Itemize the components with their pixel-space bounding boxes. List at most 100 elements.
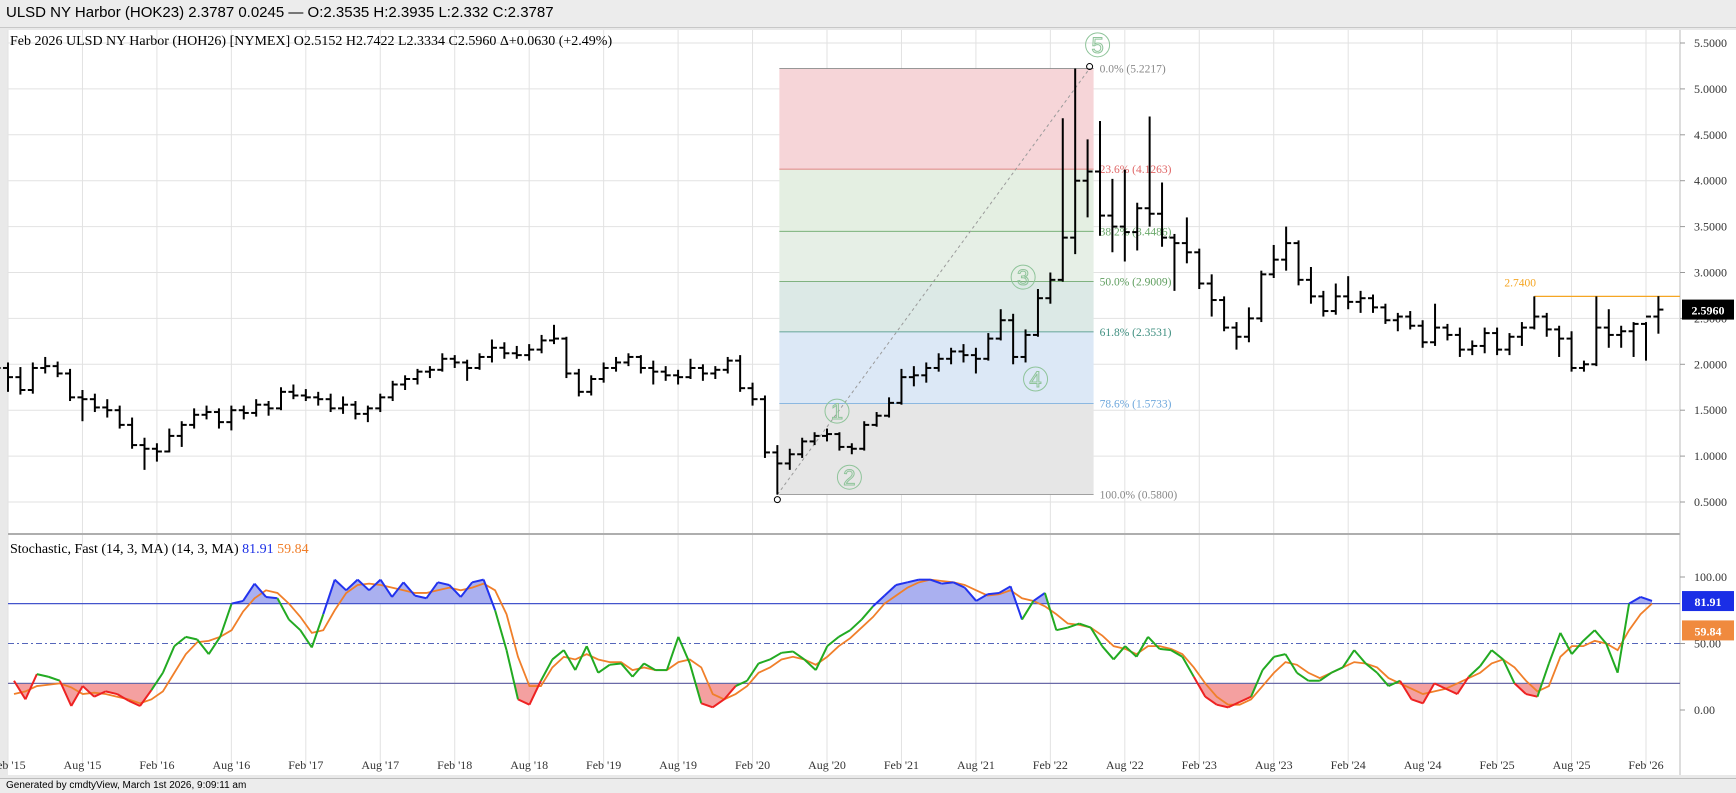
stoch-k-segment <box>1089 627 1104 647</box>
ohlc-bar <box>995 309 1006 341</box>
stoch-k-segment <box>128 699 141 707</box>
ohlc-bar <box>710 366 721 379</box>
stoch-k-segment <box>1170 649 1183 658</box>
stoch-k-segment <box>735 679 748 687</box>
ohlc-bar <box>1157 182 1168 247</box>
ohlc-bar <box>511 345 522 359</box>
price-chart[interactable]: Feb '15 Aug '15 Feb '16 Aug '16 Feb '17 Aug '… <box>0 28 1736 778</box>
stoch-k-segment <box>1502 659 1516 684</box>
stoch-k-segment <box>952 581 966 589</box>
stoch-k-segment <box>826 636 840 647</box>
ohlc-bar <box>486 339 497 363</box>
stoch-k-segment <box>1204 695 1218 706</box>
ohlc-bar <box>1392 312 1403 332</box>
ohlc-bar <box>958 344 969 363</box>
ohlc-bar <box>1206 274 1217 317</box>
ohlc-bar <box>822 428 832 442</box>
stoch-k-segment <box>1250 669 1264 698</box>
stoch-k-segment <box>1547 632 1562 664</box>
ohlc-bar <box>871 412 882 427</box>
ohlc-bar <box>635 355 646 374</box>
stoch-y-tick-label: 0.00 <box>1694 703 1715 717</box>
ohlc-bar <box>213 408 224 429</box>
ohlc-bar <box>1405 311 1416 330</box>
fib-zone <box>779 68 1094 170</box>
stoch-k-segment <box>1456 676 1470 695</box>
stoch-k-segment <box>1009 585 1023 620</box>
stoch-k-segment <box>1021 600 1035 621</box>
ohlc-bar <box>685 358 696 379</box>
stoch-k-segment <box>161 645 176 674</box>
stoch-d-last-box <box>1682 620 1734 641</box>
ohlc-bar <box>238 405 249 420</box>
stoch-k-segment <box>58 680 73 707</box>
wave-label: 2 <box>843 465 855 490</box>
stoch-k-segment <box>448 584 462 598</box>
fib-level-label: 61.8% (2.3531) <box>1100 327 1172 339</box>
ohlc-bar <box>15 367 26 395</box>
stoch-d-line <box>13 578 1653 706</box>
y-tick-label: 4.0000 <box>1694 174 1727 188</box>
stoch-k-segment <box>1101 645 1115 661</box>
x-tick-label: Feb '23 <box>1182 758 1217 772</box>
stoch-k-segment <box>872 594 886 607</box>
ohlc-bar <box>1454 327 1465 357</box>
stoch-k-segment <box>781 650 794 654</box>
ohlc-bar <box>1330 283 1341 315</box>
ohlc-bar <box>276 387 286 411</box>
ohlc-bar <box>251 399 262 417</box>
stoch-k-segment <box>895 581 908 586</box>
ohlc-bar <box>1430 303 1441 346</box>
stoch-k-segment <box>849 618 863 631</box>
ohlc-bar <box>747 382 758 406</box>
y-tick-label: 2.0000 <box>1694 357 1727 371</box>
ohlc-bar <box>1368 294 1378 313</box>
fib-zone <box>779 169 1094 232</box>
ohlc-bar <box>1516 322 1527 346</box>
fib-trendline <box>776 68 1090 495</box>
ohlc-bar <box>114 405 125 429</box>
stoch-k-segment <box>1582 629 1596 642</box>
stoch-k-segment <box>1388 679 1401 687</box>
stoch-k-segment <box>1411 698 1424 705</box>
fib-zone <box>779 231 1094 282</box>
ohlc-bar <box>524 344 535 361</box>
ohlc-bar <box>1169 233 1180 291</box>
stoch-k-segment <box>860 605 874 621</box>
y-tick-label: 0.5000 <box>1694 495 1727 509</box>
stoch-k-segment <box>196 638 210 655</box>
ohlc-bar <box>1070 68 1081 255</box>
ohlc-bar <box>784 448 795 470</box>
ohlc-bar <box>1380 303 1391 324</box>
stoch-k-segment <box>1628 596 1642 605</box>
stoch-k-segment <box>150 672 164 691</box>
stoch-k-segment <box>1616 603 1631 673</box>
stoch-k-segment <box>1296 671 1309 682</box>
ohlc-bar <box>1529 296 1540 330</box>
ohlc-bar <box>648 360 659 385</box>
fib-zone <box>779 403 1094 495</box>
ohlc-bar <box>412 368 423 385</box>
x-tick-label: Feb '16 <box>139 758 174 772</box>
stoch-k-segment <box>299 629 313 649</box>
ohlc-bar <box>102 399 113 418</box>
ohlc-bar <box>1181 217 1192 264</box>
x-tick-label: Feb '21 <box>884 758 919 772</box>
stoch-k-segment <box>1491 649 1504 661</box>
ohlc-bar <box>586 375 597 396</box>
stoch-k-segment <box>987 591 1000 596</box>
stoch-k-segment <box>769 651 782 661</box>
stoch-k-segment <box>1284 653 1298 674</box>
ohlc-bar <box>1057 118 1068 282</box>
stoch-k-segment <box>792 650 805 661</box>
ohlc-bar <box>1095 121 1105 236</box>
stoch-k-segment <box>643 662 656 671</box>
ohlc-bar <box>462 359 473 381</box>
stoch-k-segment <box>1239 695 1252 703</box>
stoch-k-segment <box>425 581 439 599</box>
stoch-k-segment <box>1192 676 1207 698</box>
ohlc-bar <box>1504 333 1515 356</box>
ohlc-bar <box>573 368 584 397</box>
stoch-k-segment <box>1571 640 1585 655</box>
ohlc-bar <box>1653 296 1664 334</box>
